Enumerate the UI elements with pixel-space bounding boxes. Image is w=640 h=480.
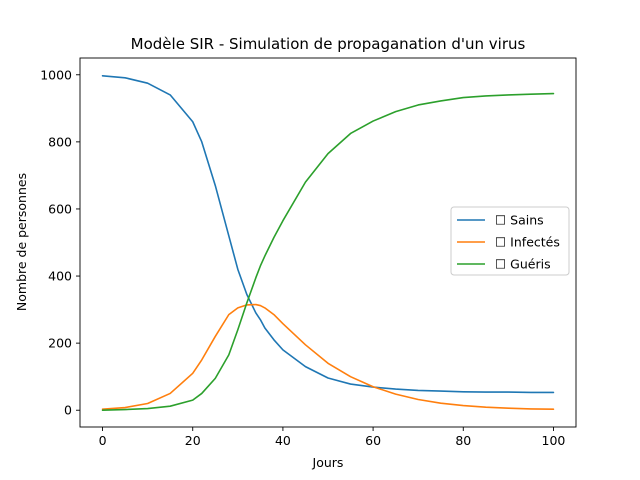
x-tick-label-0: 0 — [99, 433, 107, 448]
series-line-2 — [101, 92, 555, 412]
axes-frame — [79, 57, 577, 428]
legend-label-0: ☐ Sains — [495, 213, 544, 228]
legend-label-2: ☐ Guéris — [495, 257, 551, 272]
legend-box — [450, 206, 570, 276]
y-tick-label-2: 400 — [48, 269, 72, 284]
x-tick-label-4: 80 — [455, 433, 471, 448]
y-tick-label-4: 800 — [48, 134, 72, 149]
x-tick-label-5: 100 — [542, 433, 566, 448]
legend-label-1: ☐ Infectés — [495, 235, 560, 250]
y-tick-label-1: 200 — [48, 336, 72, 351]
x-tick-label-1: 20 — [185, 433, 201, 448]
y-tick-label-0: 0 — [64, 403, 72, 418]
y-axis-label: Nombre de personnes — [14, 173, 29, 311]
chart-title: Modèle SIR - Simulation de propaganation… — [131, 35, 526, 53]
x-tick-label-3: 60 — [365, 433, 381, 448]
y-tick-label-3: 600 — [48, 201, 72, 216]
x-axis-label: Jours — [312, 455, 344, 470]
legend: ☐ Sains ☐ Infectés ☐ Guéris — [450, 206, 570, 276]
y-tick-label-5: 1000 — [40, 67, 72, 82]
series-line-0 — [101, 74, 555, 394]
x-tick-label-2: 40 — [275, 433, 291, 448]
series-line-1 — [101, 303, 555, 411]
